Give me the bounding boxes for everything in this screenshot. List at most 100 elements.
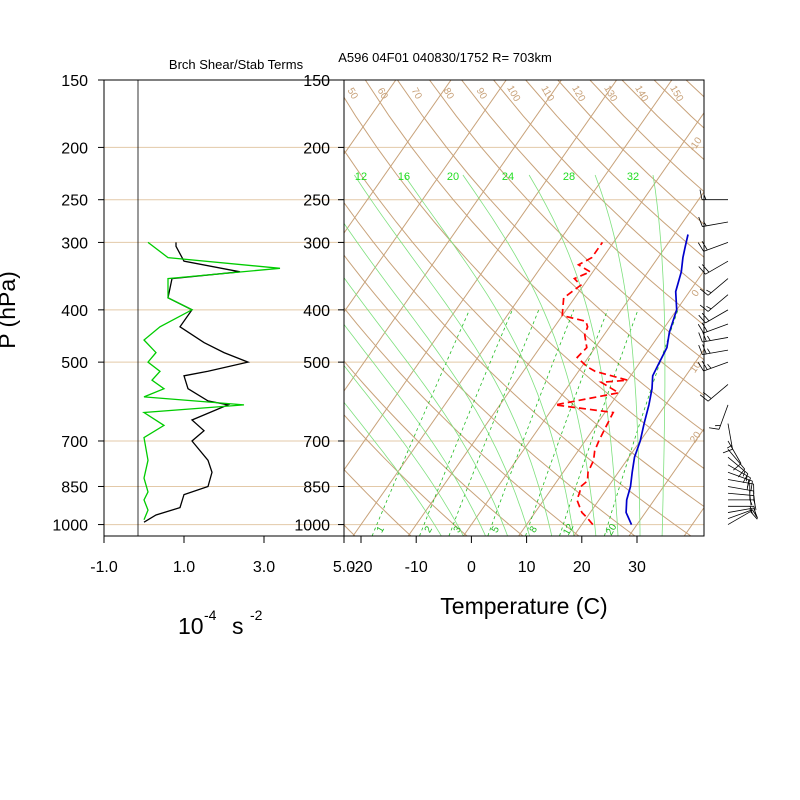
shear-stability-panel: 150 200 250 300 400 500 700 850 1000 -1.0 1.0 3.0 5… — [0, 57, 355, 639]
mixing-ratio-label: 1 — [375, 524, 388, 535]
theta-e-label: 16 — [398, 171, 410, 183]
dry-adiabat-label: 60 — [375, 86, 390, 102]
left-series-line-2 — [142, 241, 281, 521]
isotherm-line — [573, 348, 704, 536]
wind-barb — [697, 360, 729, 372]
skewt-y-tick-label: 500 — [303, 355, 330, 372]
left-y-tick-label: 500 — [61, 355, 88, 372]
isotherm-label: -10 — [687, 135, 705, 154]
isotherm-line — [0, 80, 285, 536]
x-label-unit-exponent: -2 — [250, 607, 263, 623]
x-label-exponent: -4 — [204, 607, 217, 623]
isotherm-line — [628, 427, 704, 536]
moist-adiabat-line — [594, 174, 641, 536]
skewt-x-tick-label: 10 — [518, 559, 536, 576]
mixing-ratio-line — [419, 309, 513, 536]
skewt-x-ticks: -20 -10 0 10 20 30 — [349, 536, 646, 576]
isotherm-line — [352, 80, 673, 536]
skewt-y-tick-label: 700 — [303, 434, 330, 451]
wind-barb — [697, 241, 729, 252]
mixing-ratio-line — [559, 309, 639, 536]
temperature-profile-line — [625, 234, 689, 525]
mixing-ratio-line — [448, 309, 540, 536]
skewt-panel-frame — [343, 79, 705, 537]
theta-e-label: 20 — [447, 171, 459, 183]
isotherm-line — [344, 80, 507, 313]
isotherm-line — [344, 80, 452, 234]
isotherm-line — [739, 80, 800, 536]
wind-barb — [722, 423, 733, 454]
dry-adiabat-label: 150 — [667, 84, 685, 104]
left-panel-series — [142, 241, 281, 523]
left-y-tick-label: 700 — [61, 434, 88, 451]
dry-adiabat-line — [344, 360, 524, 536]
wind-barb — [698, 260, 729, 275]
wind-barb — [699, 189, 728, 201]
wind-barb — [699, 294, 729, 312]
skewt-x-tick-label: -10 — [405, 559, 428, 576]
left-y-tick-label: 150 — [61, 73, 88, 90]
dry-adiabat-line — [344, 254, 636, 536]
skewt-sounding-series — [554, 234, 689, 526]
dry-adiabat-line — [461, 80, 704, 326]
left-x-tick-label: 1.0 — [173, 559, 195, 576]
skewt-x-tick-label: -20 — [349, 559, 372, 576]
wind-barbs — [697, 189, 759, 525]
moist-adiabat-line — [344, 401, 442, 536]
wind-barb — [727, 492, 756, 506]
isotherm-line — [0, 80, 230, 536]
wind-barb — [698, 344, 729, 356]
left-y-tick-label: 850 — [61, 479, 88, 496]
left-panel-x-ticks: -1.0 1.0 3.0 5.0 — [90, 536, 355, 576]
left-y-tick-label: 300 — [61, 235, 88, 252]
isotherm-line — [462, 190, 704, 536]
skewt-background-lines — [0, 80, 800, 536]
skewt-y-tick-label: 400 — [303, 303, 330, 320]
dry-adiabat-label: 50 — [345, 86, 360, 102]
dry-adiabat-line — [782, 80, 800, 536]
dry-adiabat-label: 140 — [632, 84, 650, 104]
dry-adiabat-label: 120 — [569, 84, 587, 104]
wind-barb — [698, 216, 729, 227]
skewt-title: A596 04F01 040830/1752 R= 703km — [338, 50, 552, 65]
left-panel-y-ticks: 150 200 250 300 400 500 700 850 1000 — [52, 73, 104, 535]
wind-barb — [727, 511, 758, 525]
skewt-y-ticks: 150 200 250 300 400 500 700 850 1000 — [294, 73, 344, 535]
isotherm-line — [518, 269, 704, 536]
mixing-ratio-label: 5 — [490, 524, 503, 535]
dry-adiabat-label: 90 — [474, 86, 489, 102]
mixing-ratio-label: 12 — [561, 522, 576, 538]
wind-barb — [727, 440, 742, 471]
skewt-y-tick-label: 850 — [303, 479, 330, 496]
wind-barb — [698, 309, 729, 324]
left-panel-title: Brch Shear/Stab Terms — [169, 57, 304, 72]
dry-adiabat-label: 80 — [441, 86, 456, 102]
dry-adiabat-label: 100 — [504, 84, 522, 104]
wind-barb — [699, 384, 729, 402]
mixing-ratio-label: 20 — [604, 522, 619, 538]
x-label-base: 10 — [178, 613, 204, 639]
dry-adiabat-line — [493, 80, 704, 292]
left-y-tick-label: 400 — [61, 303, 88, 320]
isotherm-label: 0 — [690, 288, 702, 299]
isotherm-line — [344, 80, 397, 155]
dry-adiabat-line — [344, 468, 412, 536]
dry-adiabat-line — [718, 80, 800, 536]
dry-adiabat-line — [344, 201, 692, 536]
skewt-x-tick-label: 30 — [628, 559, 646, 576]
skewt-y-tick-label: 200 — [303, 140, 330, 157]
left-panel-x-axis-label: 10 -4 s -2 — [178, 607, 263, 639]
wind-barb — [727, 448, 746, 478]
dry-adiabat-line — [750, 80, 800, 536]
wind-barb — [708, 404, 729, 430]
mixing-ratio-line — [487, 309, 575, 536]
theta-e-label: 32 — [627, 171, 639, 183]
isotherm-line — [407, 112, 704, 536]
theta-e-label: 12 — [355, 171, 367, 183]
moist-adiabat-line — [403, 174, 575, 536]
moist-adiabat-line — [344, 222, 530, 536]
moist-adiabat-line — [344, 364, 464, 536]
left-y-tick-label: 1000 — [52, 518, 88, 535]
